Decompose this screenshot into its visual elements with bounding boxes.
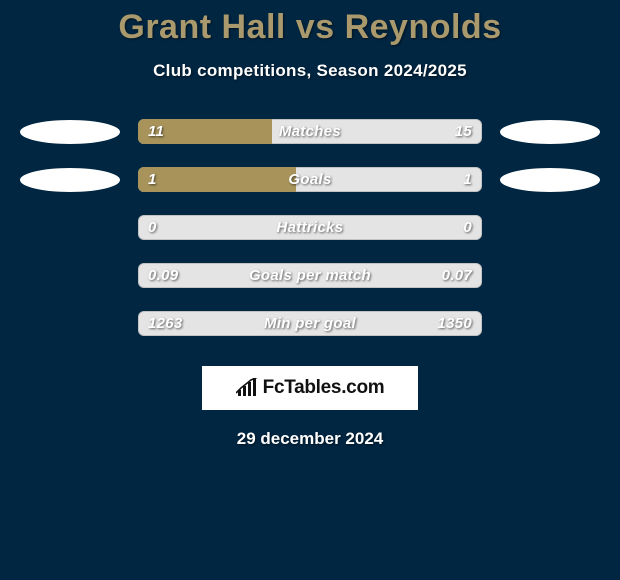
stat-bar: 00Hattricks (138, 215, 482, 240)
blob-placeholder (20, 312, 120, 336)
snapshot-date: 29 december 2024 (237, 429, 384, 449)
stat-bar: 11Goals (138, 167, 482, 192)
blob-placeholder (500, 264, 600, 288)
stat-row: 0.090.07Goals per match (0, 263, 620, 288)
page-subtitle: Club competitions, Season 2024/2025 (153, 61, 467, 81)
stat-label: Matches (138, 119, 482, 144)
stat-bar: 12631350Min per goal (138, 311, 482, 336)
fctables-logo[interactable]: FcTables.com (202, 366, 418, 410)
stat-row: 1115Matches (0, 119, 620, 144)
player-blob-left (20, 168, 120, 192)
stat-row: 11Goals (0, 167, 620, 192)
blob-placeholder (20, 264, 120, 288)
stat-label: Hattricks (138, 215, 482, 240)
page-title: Grant Hall vs Reynolds (118, 8, 501, 47)
stat-label: Goals (138, 167, 482, 192)
stat-rows: 1115Matches 11Goals 00Hattricks 0.090.07Goa… (0, 119, 620, 336)
stat-label: Goals per match (138, 263, 482, 288)
player-blob-right (500, 120, 600, 144)
comparison-card: Grant Hall vs Reynolds Club competitions… (0, 0, 620, 449)
blob-placeholder (20, 216, 120, 240)
stat-row: 00Hattricks (0, 215, 620, 240)
chart-icon (236, 378, 258, 398)
stat-row: 12631350Min per goal (0, 311, 620, 336)
player-blob-right (500, 168, 600, 192)
stat-bar: 0.090.07Goals per match (138, 263, 482, 288)
stat-bar: 1115Matches (138, 119, 482, 144)
logo-text: FcTables.com (263, 377, 385, 399)
blob-placeholder (500, 216, 600, 240)
player-blob-left (20, 120, 120, 144)
stat-label: Min per goal (138, 311, 482, 336)
blob-placeholder (500, 312, 600, 336)
